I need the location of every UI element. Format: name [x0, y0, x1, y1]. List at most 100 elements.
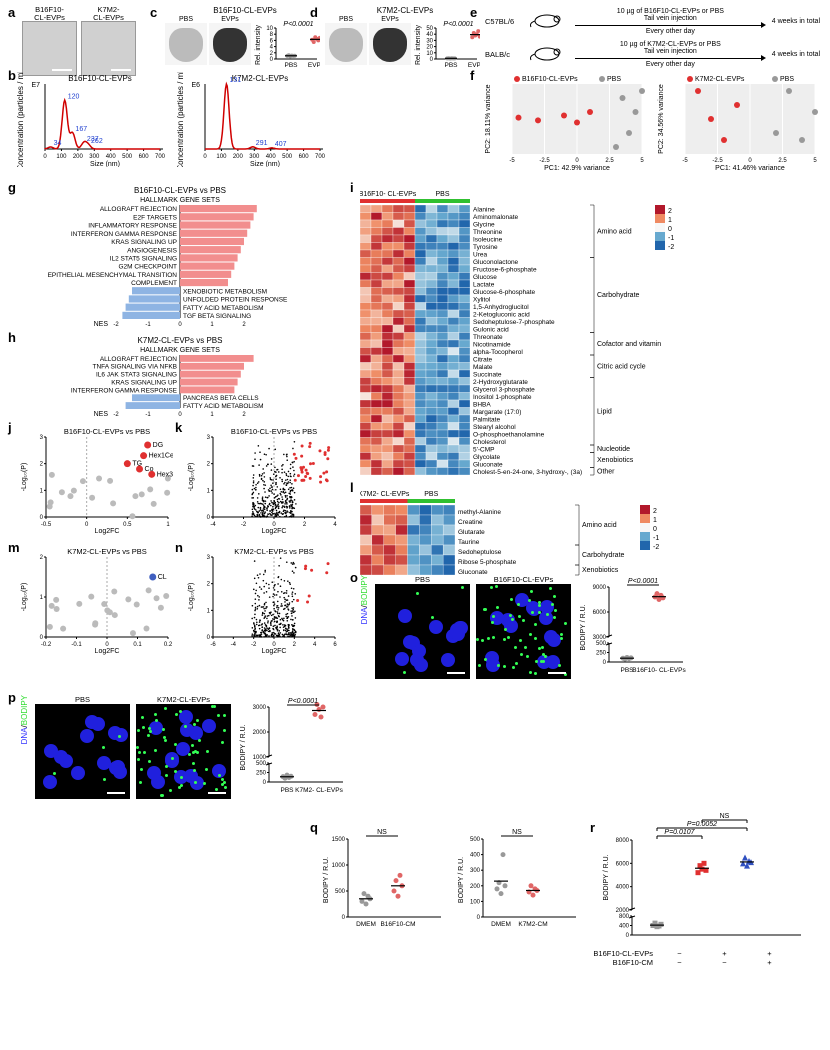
heatmap-cell: [448, 333, 459, 341]
experiment-scheme: BALB/c10 µg of K7M2-CL-EVPs or PBSTail v…: [485, 41, 820, 68]
heatmap-cell: [448, 378, 459, 386]
nes-name: ALLOGRAFT REJECTION: [100, 206, 177, 213]
volcano-point: [257, 515, 259, 517]
heatmap-cell: [437, 445, 448, 453]
heatmap-cell: [437, 243, 448, 251]
legend-value: 1: [668, 217, 672, 224]
ytick: 3: [40, 435, 44, 441]
heatmap-cell: [415, 415, 426, 423]
volcano-point: [255, 487, 257, 489]
heatmap-cell: [437, 250, 448, 258]
volcano-point: [277, 514, 279, 516]
lung-image: [165, 23, 207, 65]
volcano-point: [253, 465, 255, 467]
pvalue: P<0.0001: [628, 578, 658, 585]
heatmap-cell: [437, 363, 448, 371]
volcano-point: [288, 604, 290, 606]
volcano-point: [271, 581, 273, 583]
heatmap-cell: [415, 310, 426, 318]
volcano-point: [278, 505, 280, 507]
duration-text: 4 weeks in total: [772, 18, 820, 25]
frequency-text: Every other day: [575, 28, 766, 35]
ytick: 1500: [332, 837, 346, 843]
heatmap-cell: [443, 505, 455, 515]
volcano-point: [254, 626, 256, 628]
heatmap-cell: [404, 393, 415, 401]
heatmap-cell: [415, 273, 426, 281]
heatmap-cell: [426, 370, 437, 378]
volcano-point: [281, 465, 283, 467]
heatmap-cell: [393, 288, 404, 296]
heatmap-cell: [415, 430, 426, 438]
volcano-point: [281, 472, 283, 474]
pca-point-evp: [587, 109, 593, 115]
volcano-point: [257, 512, 259, 514]
ytick: 0: [207, 515, 211, 521]
heatmap-cell: [393, 400, 404, 408]
volcano-point: [290, 504, 292, 506]
nes-bar: [180, 230, 247, 237]
volcano-point: [269, 513, 271, 515]
heatmap-cell: [459, 460, 470, 468]
heatmap-cell: [382, 378, 393, 386]
heatmap-cell: [459, 273, 470, 281]
volcano-point: [257, 497, 259, 499]
volcano-point: [293, 599, 295, 601]
volcano-point: [278, 607, 280, 609]
volcano-point: [293, 515, 295, 517]
heatmap-row-label: Malate: [473, 364, 493, 371]
nes-name: COMPLEMENT: [131, 280, 177, 287]
volcano-point: [67, 493, 73, 499]
volcano-point: [282, 634, 284, 636]
heatmap-cell: [404, 288, 415, 296]
factor-sign: −: [657, 958, 702, 967]
volcano-point: [271, 469, 273, 471]
volcano-point: [49, 603, 55, 609]
volcano-point: [273, 587, 275, 589]
xtick: 2: [303, 522, 307, 528]
legend-swatch: [640, 523, 650, 532]
volcano-point: [283, 511, 285, 513]
pca-point-evp: [561, 113, 567, 119]
heatmap-cell: [360, 205, 371, 213]
x-label: Size (nm): [250, 161, 280, 167]
volcano-point: [263, 631, 265, 633]
volcano-point: [268, 504, 270, 506]
volcano-point: [284, 471, 286, 473]
heatmap-cell: [404, 363, 415, 371]
factor-sign: +: [702, 949, 747, 958]
volcano-point: [281, 579, 283, 581]
factor-sign: −: [657, 949, 702, 958]
volcano-point: [101, 601, 107, 607]
volcano-point: [267, 464, 269, 466]
volcano-point: [290, 499, 292, 501]
heatmap-cell: [393, 265, 404, 273]
heatmap-cell: [360, 303, 371, 311]
volcano-point: [282, 488, 284, 490]
heatmap-cell: [448, 385, 459, 393]
strain-label: BALB/c: [485, 50, 523, 59]
heatmap-cell: [393, 213, 404, 221]
heatmap-cell: [393, 460, 404, 468]
volcano-highlight: [136, 466, 143, 473]
volcano-point: [286, 484, 288, 486]
heatmap-cell: [371, 430, 382, 438]
heatmap-group-title: K7M2- CL-EVPs: [360, 491, 410, 498]
heatmap-cell: [415, 438, 426, 446]
xtick: 4: [313, 642, 317, 648]
volcano-point: [281, 468, 283, 470]
ytick: 3: [207, 435, 211, 441]
heatmap-cell: [382, 310, 393, 318]
ytick: 2000: [253, 730, 267, 736]
ytick: 500: [596, 641, 607, 647]
confocal-image: [476, 584, 571, 679]
heatmap-cell: [426, 213, 437, 221]
volcano-point: [255, 593, 257, 595]
heatmap-cell: [393, 258, 404, 266]
volcano-point: [260, 635, 262, 637]
volcano-point: [276, 626, 278, 628]
heatmap-cell: [459, 453, 470, 461]
heatmap-cell: [437, 273, 448, 281]
volcano-point: [276, 506, 278, 508]
heatmap-cell: [415, 295, 426, 303]
